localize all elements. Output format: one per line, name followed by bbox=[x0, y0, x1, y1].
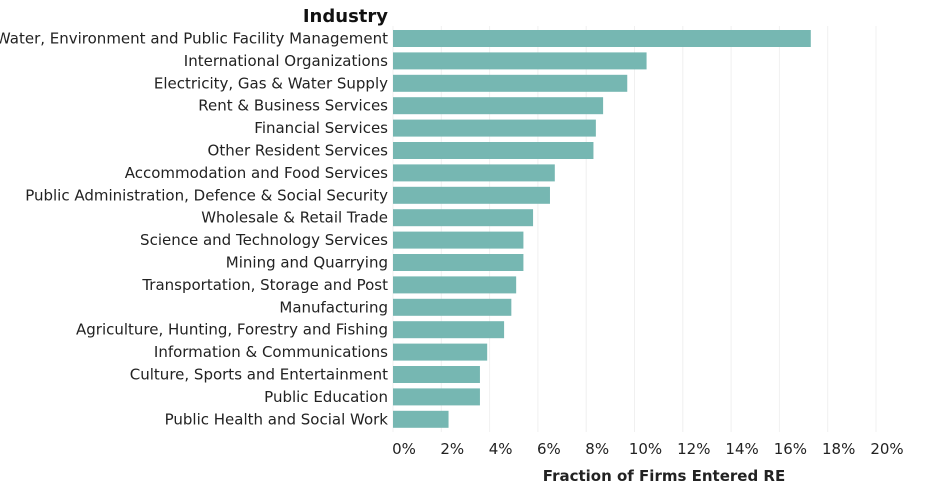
x-tick-label: 18% bbox=[822, 440, 855, 458]
category-labels: Water, Environment and Public Facility M… bbox=[0, 30, 388, 429]
bar bbox=[393, 343, 488, 361]
category-label: Financial Services bbox=[254, 119, 388, 137]
bar bbox=[393, 321, 505, 339]
category-label: Public Education bbox=[264, 388, 388, 406]
x-axis-title: Fraction of Firms Entered RE bbox=[543, 467, 785, 485]
header-title: Industry bbox=[303, 6, 388, 27]
category-label: Other Resident Services bbox=[208, 142, 389, 160]
x-tick-label: 0% bbox=[392, 440, 416, 458]
bar bbox=[393, 97, 604, 115]
bar bbox=[393, 119, 596, 137]
gridlines bbox=[392, 26, 877, 432]
bar bbox=[393, 366, 480, 383]
category-label: Accommodation and Food Services bbox=[125, 164, 388, 182]
x-tick-label: 10% bbox=[629, 440, 662, 458]
x-tick-label: 16% bbox=[774, 440, 807, 458]
category-label: Manufacturing bbox=[279, 298, 388, 316]
category-label: Science and Technology Services bbox=[140, 231, 388, 249]
category-label: Wholesale & Retail Trade bbox=[201, 209, 388, 227]
bar bbox=[393, 231, 524, 249]
category-label: Transportation, Storage and Post bbox=[141, 276, 388, 294]
x-tick-labels: 0% 2% 4% 6% 8% 10% 12% 14% 16% 18% 20% bbox=[392, 440, 904, 458]
bar bbox=[393, 142, 594, 159]
bar bbox=[393, 52, 647, 70]
category-label: Public Administration, Defence & Social … bbox=[25, 186, 388, 204]
bar bbox=[393, 388, 480, 406]
category-label: Culture, Sports and Entertainment bbox=[130, 366, 388, 384]
x-tick-label: 20% bbox=[870, 440, 903, 458]
x-tick-label: 2% bbox=[440, 440, 464, 458]
x-tick-label: 4% bbox=[489, 440, 513, 458]
x-tick-label: 6% bbox=[537, 440, 561, 458]
bar bbox=[393, 298, 512, 316]
category-label: Agriculture, Hunting, Forestry and Fishi… bbox=[76, 321, 388, 339]
bar bbox=[393, 276, 517, 294]
category-label: International Organizations bbox=[184, 52, 388, 70]
category-label: Public Health and Social Work bbox=[165, 410, 389, 428]
x-tick-label: 14% bbox=[725, 440, 758, 458]
bars bbox=[393, 30, 811, 428]
category-label: Information & Communications bbox=[154, 343, 388, 361]
bar bbox=[393, 74, 628, 92]
bar bbox=[393, 164, 555, 182]
bar bbox=[393, 186, 550, 204]
bar bbox=[393, 30, 811, 47]
bar bbox=[393, 209, 534, 227]
category-label: Rent & Business Services bbox=[198, 97, 388, 115]
x-tick-label: 12% bbox=[677, 440, 710, 458]
category-label: Electricity, Gas & Water Supply bbox=[154, 74, 388, 92]
category-label: Mining and Quarrying bbox=[226, 254, 388, 272]
x-tick-label: 8% bbox=[585, 440, 609, 458]
category-label: Water, Environment and Public Facility M… bbox=[0, 30, 388, 48]
bar bbox=[393, 410, 449, 428]
bar bbox=[393, 254, 524, 271]
